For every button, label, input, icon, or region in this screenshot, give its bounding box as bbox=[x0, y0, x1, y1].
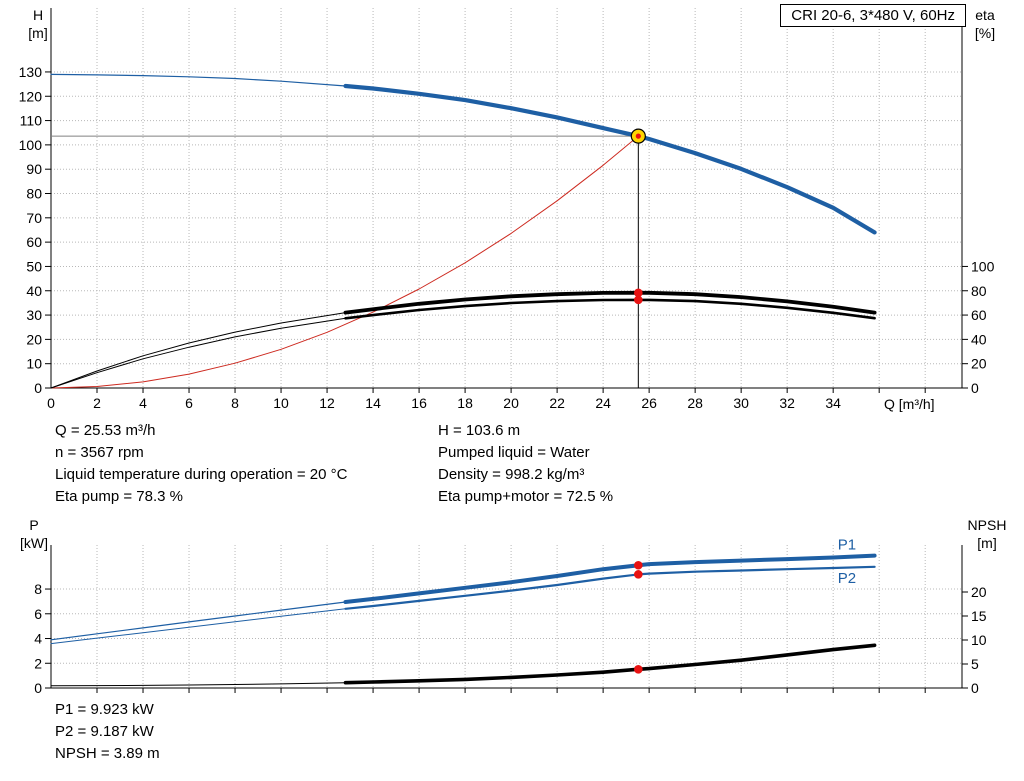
y-left-tick-label: 110 bbox=[20, 113, 43, 129]
x-tick-label: 10 bbox=[273, 395, 289, 411]
duty-point-dot bbox=[634, 295, 643, 305]
x-tick-label: 14 bbox=[365, 395, 381, 411]
y-left-tick-label: 0 bbox=[34, 680, 42, 696]
eta-axis-label: eta [%] bbox=[962, 6, 1008, 42]
y-right-tick-label: 40 bbox=[971, 331, 987, 347]
p1-curve bbox=[343, 553, 877, 604]
x-tick-label: 0 bbox=[47, 395, 55, 411]
h-axis-label: H [m] bbox=[16, 6, 60, 42]
p2-curve bbox=[344, 565, 876, 610]
duty-point-dot bbox=[634, 665, 643, 674]
results-top-right: H = 103.6 m Pumped liquid = Water Densit… bbox=[438, 420, 613, 508]
h-axis-unit: [m] bbox=[28, 25, 48, 41]
result-head: H = 103.6 m bbox=[438, 422, 521, 439]
eta-pump-curve bbox=[343, 290, 877, 315]
y-right-tick-label: 0 bbox=[971, 380, 979, 396]
y-left-tick-label: 0 bbox=[34, 380, 42, 396]
y-left-tick-label: 130 bbox=[19, 64, 43, 80]
pump-designation-box: CRI 20-6, 3*480 V, 60Hz bbox=[780, 4, 966, 27]
y-right-tick-label: 10 bbox=[971, 632, 987, 648]
duty-point-dot bbox=[634, 560, 643, 570]
npsh-axis-unit: [m] bbox=[977, 535, 997, 551]
y-left-tick-label: 4 bbox=[34, 631, 42, 647]
result-liquid-temperature: Liquid temperature during operation = 20… bbox=[55, 466, 348, 483]
y-left-tick-label: 40 bbox=[26, 283, 42, 299]
eta-axis-unit: [%] bbox=[974, 25, 996, 41]
y-left-tick-label: 20 bbox=[26, 331, 42, 347]
x-tick-label: 16 bbox=[411, 395, 427, 411]
result-pumped-liquid: Pumped liquid = Water bbox=[438, 444, 590, 461]
y-left-tick-label: 50 bbox=[26, 258, 42, 274]
eta-pump-motor-curve bbox=[344, 298, 876, 320]
result-flow: Q = 25.53 m³/h bbox=[55, 422, 156, 439]
npsh-curve bbox=[50, 682, 346, 687]
y-left-tick-label: 2 bbox=[34, 655, 42, 671]
x-tick-label: 32 bbox=[779, 395, 795, 411]
result-speed: n = 3567 rpm bbox=[55, 444, 144, 461]
series-label-p2: P2 bbox=[838, 570, 856, 587]
y-left-tick-label: 60 bbox=[26, 234, 42, 250]
eta-pump-motor-curve bbox=[50, 317, 346, 389]
p-axis-name: P bbox=[29, 517, 39, 533]
y-left-tick-label: 10 bbox=[26, 356, 42, 372]
y-left-tick-label: 70 bbox=[26, 210, 42, 226]
y-right-tick-label: 5 bbox=[971, 656, 979, 672]
qh-curve bbox=[343, 83, 877, 235]
p-axis-unit: [kW] bbox=[20, 535, 48, 551]
eta-axis-name: eta bbox=[975, 7, 995, 23]
p1-curve bbox=[50, 601, 347, 641]
y-left-tick-label: 8 bbox=[34, 581, 42, 597]
p2-curve bbox=[50, 608, 346, 645]
result-eta-pump-motor: Eta pump+motor = 72.5 % bbox=[438, 488, 614, 505]
h-axis-name: H bbox=[32, 7, 44, 23]
y-left-tick-label: 6 bbox=[34, 606, 42, 622]
result-p2: P2 = 9.187 kW bbox=[55, 723, 154, 740]
y-right-tick-label: 0 bbox=[971, 680, 979, 696]
y-left-tick-label: 30 bbox=[26, 307, 42, 323]
duty-point-dot bbox=[634, 570, 643, 579]
x-tick-label: 2 bbox=[93, 395, 101, 411]
eta-pump-curve bbox=[50, 312, 346, 389]
x-tick-label: 4 bbox=[139, 395, 147, 411]
npsh-axis-label: NPSH [m] bbox=[956, 516, 1018, 552]
x-tick-label: 30 bbox=[733, 395, 749, 411]
y-left-tick-label: 100 bbox=[19, 137, 43, 153]
x-tick-label: 24 bbox=[595, 395, 611, 411]
y-right-tick-label: 60 bbox=[971, 307, 987, 323]
qh-curve bbox=[50, 73, 347, 87]
operating-point-center bbox=[635, 133, 641, 139]
x-tick-label: 6 bbox=[185, 395, 193, 411]
npsh-axis-name: NPSH bbox=[967, 517, 1007, 533]
x-tick-label: 26 bbox=[641, 395, 657, 411]
p-axis-label: P [kW] bbox=[10, 516, 58, 552]
y-right-tick-label: 20 bbox=[971, 584, 987, 600]
x-tick-label: 8 bbox=[231, 395, 239, 411]
x-tick-label: 12 bbox=[319, 395, 335, 411]
result-p1: P1 = 9.923 kW bbox=[55, 701, 154, 718]
y-right-tick-label: 100 bbox=[971, 258, 995, 274]
x-tick-label: 20 bbox=[503, 395, 519, 411]
result-density: Density = 998.2 kg/m³ bbox=[438, 466, 585, 483]
result-eta-pump: Eta pump = 78.3 % bbox=[55, 488, 183, 505]
series-label-p1: P1 bbox=[838, 536, 856, 553]
result-npsh: NPSH = 3.89 m bbox=[55, 745, 160, 762]
y-left-tick-label: 120 bbox=[19, 88, 43, 104]
y-left-tick-label: 90 bbox=[26, 161, 42, 177]
system-curve bbox=[50, 135, 639, 389]
results-top-left: Q = 25.53 m³/h n = 3567 rpm Liquid tempe… bbox=[55, 420, 347, 508]
x-tick-label: 22 bbox=[549, 395, 565, 411]
y-right-tick-label: 80 bbox=[971, 283, 987, 299]
x-tick-label: 28 bbox=[687, 395, 703, 411]
y-right-tick-label: 15 bbox=[971, 608, 987, 624]
npsh-curve bbox=[343, 643, 877, 685]
q-axis-label: Q [m³/h] bbox=[884, 396, 935, 412]
x-tick-label: 18 bbox=[457, 395, 473, 411]
y-left-tick-label: 80 bbox=[26, 186, 42, 202]
x-tick-label: 34 bbox=[825, 395, 841, 411]
duty-point-dot bbox=[634, 288, 643, 298]
y-right-tick-label: 20 bbox=[971, 356, 987, 372]
results-bottom: P1 = 9.923 kW P2 = 9.187 kW NPSH = 3.89 … bbox=[55, 699, 160, 765]
